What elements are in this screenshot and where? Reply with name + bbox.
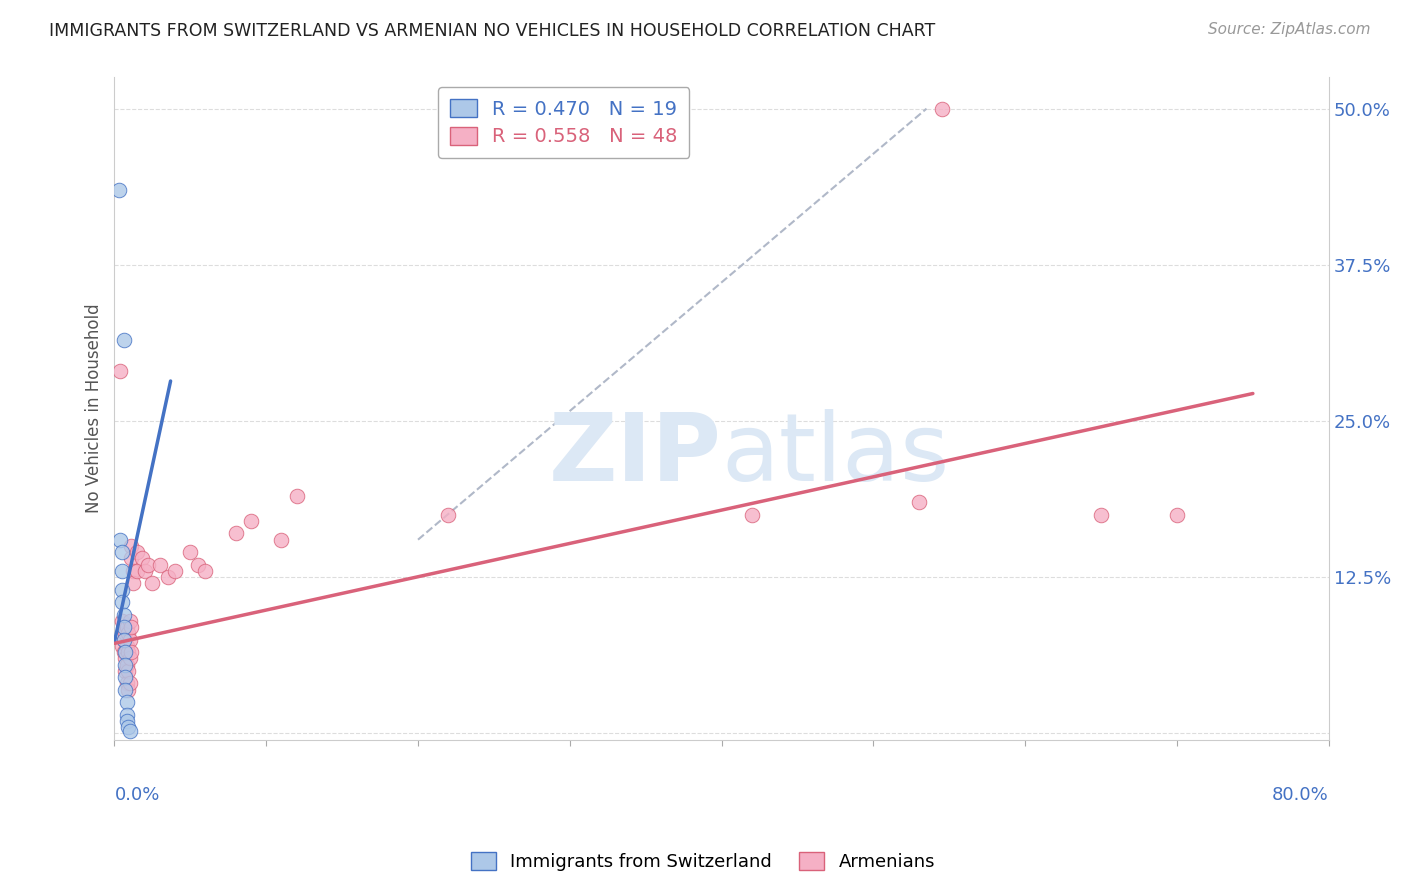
Point	[117, 682, 139, 697]
Point	[115, 620, 138, 634]
Point	[437, 508, 460, 522]
Point	[111, 614, 134, 628]
Point	[141, 576, 163, 591]
Point	[117, 645, 139, 659]
Point	[741, 508, 763, 522]
Point	[121, 564, 143, 578]
Point	[1166, 508, 1188, 522]
Point	[121, 576, 143, 591]
Point	[114, 626, 136, 640]
Point	[118, 723, 141, 738]
Text: ZIP: ZIP	[548, 409, 721, 500]
Point	[115, 707, 138, 722]
Point	[114, 670, 136, 684]
Y-axis label: No Vehicles in Household: No Vehicles in Household	[86, 303, 103, 513]
Point	[114, 657, 136, 672]
Point	[117, 626, 139, 640]
Point	[120, 551, 142, 566]
Point	[111, 545, 134, 559]
Point	[156, 570, 179, 584]
Point	[115, 714, 138, 728]
Point	[108, 183, 131, 197]
Point	[285, 489, 308, 503]
Legend: Immigrants from Switzerland, Armenians: Immigrants from Switzerland, Armenians	[464, 846, 942, 879]
Point	[112, 620, 135, 634]
Point	[112, 645, 135, 659]
Point	[114, 651, 136, 665]
Point	[225, 526, 247, 541]
Point	[931, 102, 953, 116]
Point	[240, 514, 263, 528]
Text: Source: ZipAtlas.com: Source: ZipAtlas.com	[1208, 22, 1371, 37]
Point	[270, 533, 292, 547]
Text: atlas: atlas	[721, 409, 950, 500]
Point	[115, 676, 138, 690]
Point	[1090, 508, 1112, 522]
Point	[115, 639, 138, 653]
Point	[112, 632, 135, 647]
Text: 0.0%: 0.0%	[114, 786, 160, 804]
Point	[134, 564, 156, 578]
Point	[165, 564, 187, 578]
Point	[120, 620, 142, 634]
Point	[136, 558, 159, 572]
Point	[112, 333, 135, 347]
Point	[120, 539, 142, 553]
Point	[114, 645, 136, 659]
Point	[117, 664, 139, 678]
Text: 80.0%: 80.0%	[1272, 786, 1329, 804]
Point	[111, 639, 134, 653]
Point	[179, 545, 201, 559]
Point	[110, 533, 132, 547]
Point	[112, 632, 135, 647]
Point	[149, 558, 172, 572]
Point	[110, 364, 132, 378]
Point	[111, 582, 134, 597]
Point	[115, 695, 138, 709]
Point	[111, 595, 134, 609]
Point	[131, 551, 153, 566]
Text: IMMIGRANTS FROM SWITZERLAND VS ARMENIAN NO VEHICLES IN HOUSEHOLD CORRELATION CHA: IMMIGRANTS FROM SWITZERLAND VS ARMENIAN …	[49, 22, 935, 40]
Point	[908, 495, 931, 509]
Point	[117, 720, 139, 734]
Point	[118, 632, 141, 647]
Point	[118, 651, 141, 665]
Point	[118, 614, 141, 628]
Legend: R = 0.470   N = 19, R = 0.558   N = 48: R = 0.470 N = 19, R = 0.558 N = 48	[439, 87, 689, 158]
Point	[187, 558, 209, 572]
Point	[118, 676, 141, 690]
Point	[120, 645, 142, 659]
Point	[115, 657, 138, 672]
Point	[114, 682, 136, 697]
Point	[127, 545, 149, 559]
Point	[194, 564, 217, 578]
Point	[112, 607, 135, 622]
Point	[114, 664, 136, 678]
Point	[127, 564, 149, 578]
Point	[111, 564, 134, 578]
